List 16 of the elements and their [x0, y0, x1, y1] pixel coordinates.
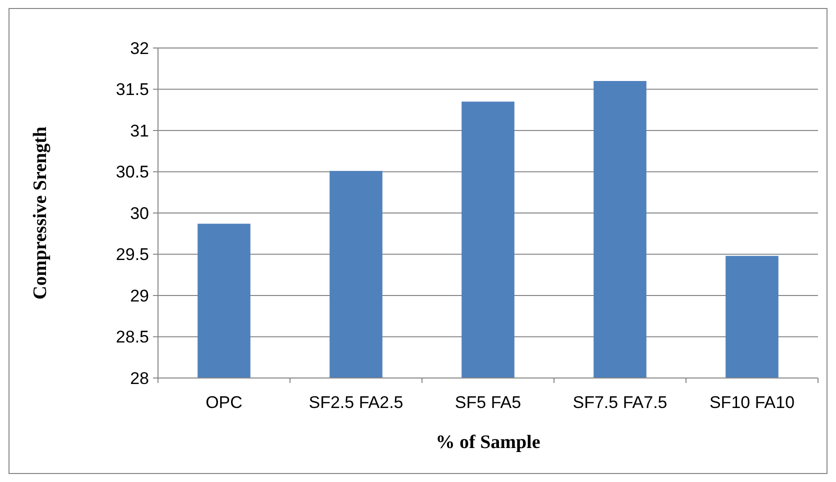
y-tick-label: 28.5: [116, 328, 149, 347]
y-tick-label: 30.5: [116, 162, 149, 182]
y-axis-title: Compressive Srength: [30, 126, 51, 300]
x-tick-label: OPC: [206, 393, 242, 412]
x-tick-label: SF5 FA5: [454, 393, 522, 412]
y-tick-label: 29: [130, 286, 149, 306]
y-tick-label: 31.5: [116, 80, 149, 100]
y-tick-label: 30: [130, 204, 149, 223]
x-tick-label: SF10 FA10: [709, 393, 795, 412]
y-tick-label: 32: [130, 38, 149, 58]
x-tick-label: SF2.5 FA2.5: [308, 393, 404, 412]
x-tick-label: SF7.5 FA7.5: [572, 393, 668, 412]
y-tick-label: 29.5: [116, 245, 149, 264]
y-tick-label: 31: [130, 121, 149, 140]
y-tick-label: 28: [130, 368, 149, 388]
x-axis-title: % of Sample: [436, 432, 540, 453]
